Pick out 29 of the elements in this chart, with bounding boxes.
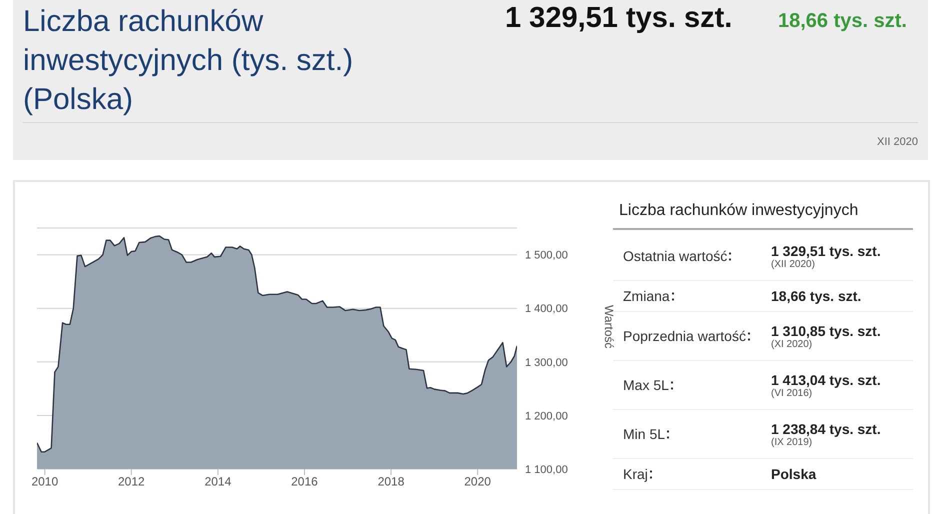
text: 1 310,85 tys. szt. (XI 2020) — [771, 322, 881, 350]
x-tick-label: 2012 — [118, 474, 146, 489]
text: 18,66 tys. szt. — [771, 288, 862, 304]
y-tick-label: 1 500,00 — [525, 250, 568, 262]
category-label: Min 5L — [623, 426, 666, 442]
y-tick-label: 1 200,00 — [525, 410, 568, 422]
category-label: Zmiana — [623, 288, 670, 304]
chart-title: Liczba rachunków inwestycyjnych (tys. szt.) (Polska) — [23, 4, 354, 118]
x-tick-label: 2020 — [464, 474, 492, 489]
text: 1 329,51 tys. szt. (XII 2020) — [771, 242, 881, 270]
text: XII 2020 — [877, 136, 918, 148]
y-tick-label: 1 100,00 — [525, 464, 568, 476]
x-tick-label: 2014 — [204, 474, 232, 489]
text: 18,66 tys. szt. — [778, 10, 907, 33]
category-label: Ostatnia wartość — [623, 248, 728, 264]
category-label: Kraj — [623, 466, 648, 482]
x-tick-label: 2016 — [291, 474, 318, 489]
y-tick-label: 1 300,00 — [525, 356, 568, 369]
category-label: Poprzednia wartość — [623, 328, 746, 344]
text: 1 238,84 tys. szt. (IX 2019) — [771, 420, 881, 448]
y-axis-title: Wartość — [602, 304, 616, 348]
text: Liczba rachunków inwestycyjnych — [613, 202, 913, 230]
x-tick-label: 2018 — [378, 474, 405, 489]
text: 1 329,51 tys. szt. — [505, 2, 732, 35]
category-label: Max 5L — [623, 377, 669, 393]
y-tick-label: 1 400,00 — [525, 303, 568, 316]
text: 1 413,04 tys. szt. (VI 2016) — [771, 372, 881, 398]
x-tick-label: 2010 — [31, 474, 58, 489]
text: Polska — [771, 466, 816, 482]
